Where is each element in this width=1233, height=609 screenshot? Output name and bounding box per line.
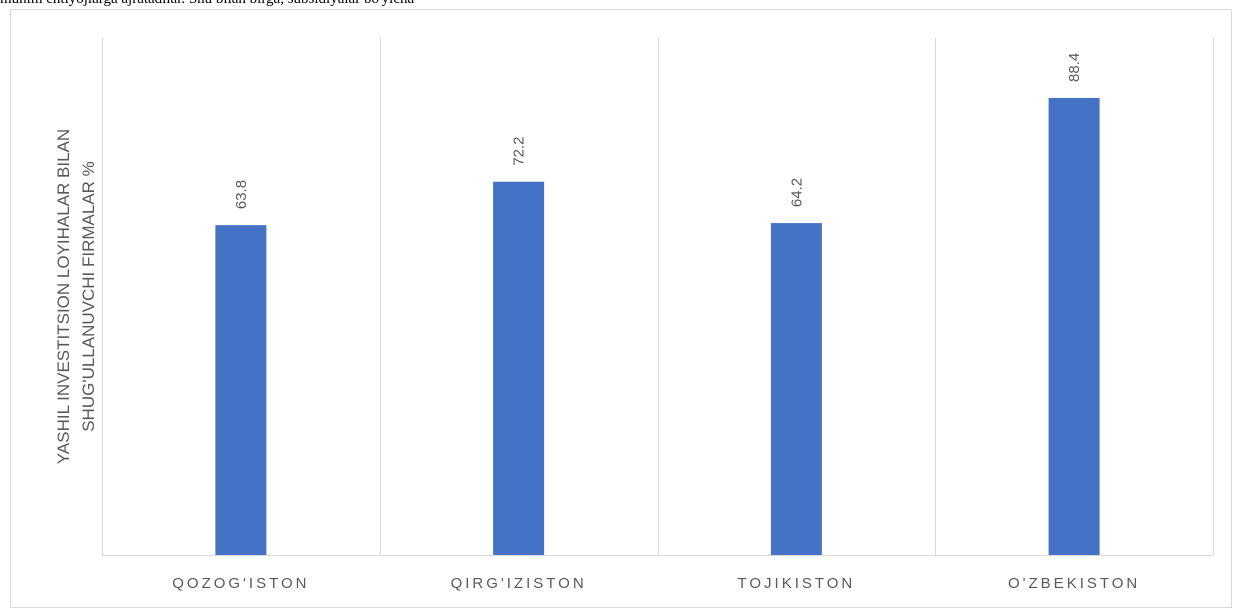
data-label: 88.4 <box>1066 53 1083 82</box>
bar <box>1048 97 1100 556</box>
labels-layer: 63.8 72.2 64.2 88.4 <box>233 53 1083 209</box>
bar <box>215 225 267 556</box>
bars-layer <box>215 97 1100 556</box>
x-tick-label: O'ZBEKISTON <box>1008 575 1140 592</box>
x-tick-label: QIRG'IZISTON <box>451 575 587 592</box>
data-label: 63.8 <box>233 180 250 209</box>
chart-frame <box>10 9 1232 608</box>
data-label: 64.2 <box>788 178 805 207</box>
x-tick-label: QOZOG'ISTON <box>172 575 309 592</box>
grid-layer <box>102 38 1214 556</box>
x-tick-label: TOJIKISTON <box>737 575 855 592</box>
header-text: muhim ehtiyojlarga ajratadilar. Shu bila… <box>0 0 414 8</box>
data-label: 72.2 <box>511 137 528 166</box>
bar <box>770 223 822 555</box>
bar <box>493 181 545 555</box>
y-axis-title-line-1: YASHIL INVESTITSION LOYIHALAR BILAN <box>54 129 73 464</box>
ticks-layer: QOZOG'ISTON QIRG'IZISTON TOJIKISTON O'ZBEKI… <box>172 575 1140 592</box>
y-axis-title-line-2: SHUG'ULLANUVCHI FIRMALAR % <box>79 161 98 432</box>
